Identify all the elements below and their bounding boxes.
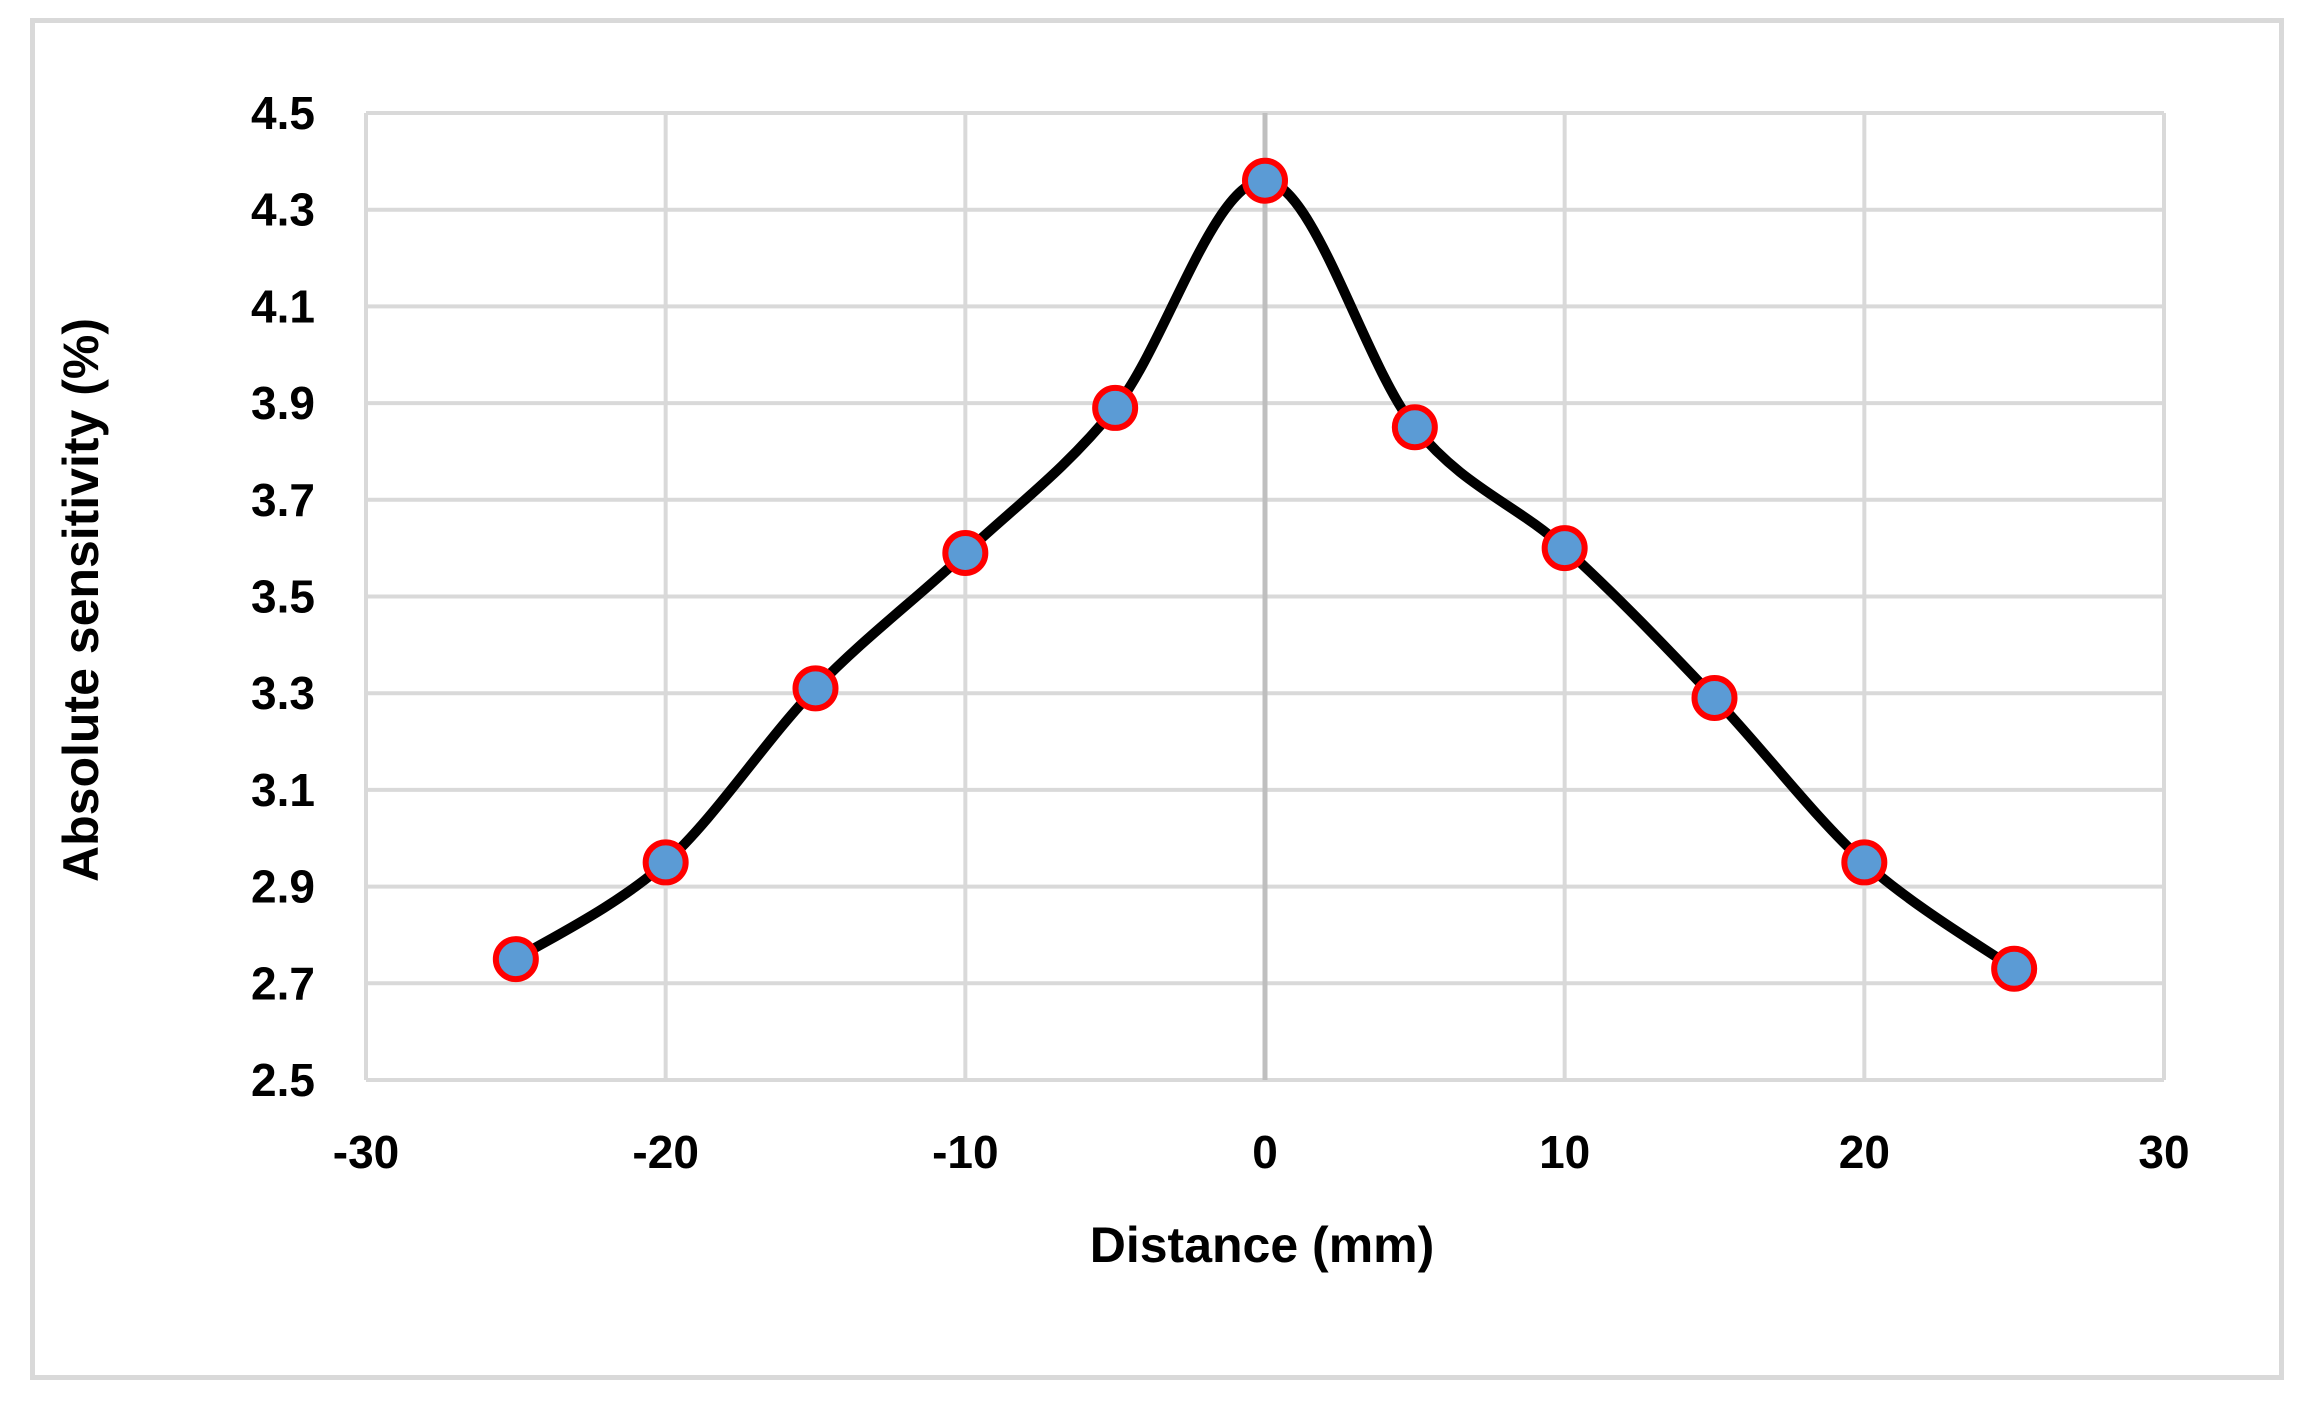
data-point: [1691, 675, 1738, 722]
x-tick-label: 10: [1539, 1126, 1590, 1178]
y-axis-title: Absolute sensitivity (%): [53, 318, 109, 882]
data-point: [1541, 525, 1588, 572]
y-tick-label: 4.3: [251, 184, 315, 236]
x-tick-label: -30: [333, 1126, 399, 1178]
y-tick-label: 3.7: [251, 474, 315, 526]
data-point: [1092, 384, 1139, 431]
data-point: [792, 665, 839, 712]
x-tick-label: 0: [1252, 1126, 1278, 1178]
data-point: [1242, 157, 1288, 204]
data-point: [1991, 945, 2038, 992]
y-tick-label: 2.9: [251, 861, 315, 913]
y-tick-label: 3.1: [251, 764, 315, 816]
marker-layer: [492, 157, 2038, 992]
x-tick-label: -20: [632, 1126, 698, 1178]
y-tick-label: 2.7: [251, 957, 315, 1009]
y-tick-label: 4.1: [251, 280, 315, 332]
data-point: [1841, 839, 1888, 886]
x-tick-label: 30: [2138, 1126, 2189, 1178]
y-tick-label: 3.5: [251, 571, 315, 623]
y-tick-label: 2.5: [251, 1054, 315, 1106]
x-tick-label: -10: [932, 1126, 998, 1178]
x-axis-title: Distance (mm): [1090, 1217, 1435, 1273]
data-point: [942, 529, 989, 576]
y-tick-label: 3.3: [251, 667, 315, 719]
label-layer: 2.5 2.7 2.9 3.1 3.3 3.5 3.7 3.9 4.1 4.3 4.5 -30 -20 -…: [251, 87, 2190, 1178]
data-point: [642, 839, 689, 886]
y-tick-label: 3.9: [251, 377, 315, 429]
chart-frame: [30, 18, 2284, 1380]
x-tick-label: 20: [1839, 1126, 1890, 1178]
data-point: [1391, 404, 1438, 451]
y-tick-label: 4.5: [251, 87, 315, 139]
data-point: [492, 936, 539, 983]
